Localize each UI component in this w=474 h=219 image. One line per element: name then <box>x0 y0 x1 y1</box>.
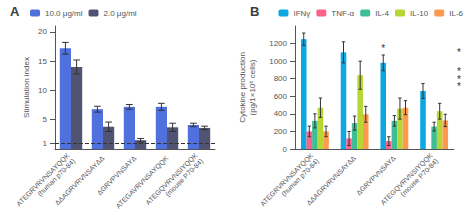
svg-text:(human p70-84): (human p70-84) <box>36 157 77 198</box>
svg-text:A: A <box>10 4 20 19</box>
svg-text:20: 20 <box>38 27 47 36</box>
svg-text:B: B <box>250 4 259 19</box>
svg-text:ΔΔAGRVRVNSAYΔΔ: ΔΔAGRVRVNSAYΔΔ <box>54 154 106 206</box>
svg-text:ATEGRVRVNSAYQQK: ATEGRVRVNSAYQQK <box>258 151 315 208</box>
svg-text:ATEGAVRVNSAYQQK: ATEGAVRVNSAYQQK <box>114 154 170 210</box>
svg-text:ATEGRVRVNSAYQQK: ATEGRVRVNSAYQQK <box>15 151 71 208</box>
svg-text:IFNγ: IFNγ <box>293 9 310 18</box>
svg-text:15: 15 <box>38 57 47 66</box>
svg-text:600: 600 <box>274 92 288 101</box>
svg-text:ΔGRVPVNSAYΔ: ΔGRVPVNSAYΔ <box>95 154 138 197</box>
svg-text:ATEGQVRVNSIYQQK: ATEGQVRVNSIYQQK <box>379 151 434 206</box>
svg-text:*: * <box>457 47 461 58</box>
svg-text:800: 800 <box>274 74 288 83</box>
svg-text:TNF-α: TNF-α <box>331 9 354 18</box>
svg-text:10.0 μg/ml: 10.0 μg/ml <box>45 9 83 18</box>
svg-text:5: 5 <box>43 115 48 124</box>
svg-text:IL-10: IL-10 <box>410 9 429 18</box>
svg-text:IL-4: IL-4 <box>375 9 389 18</box>
svg-text:200: 200 <box>274 127 288 136</box>
svg-text:ΔΔAGRVRVNSAYΔΔ: ΔΔAGRVRVNSAYΔΔ <box>305 154 357 206</box>
svg-text:10: 10 <box>38 86 47 95</box>
svg-text:*: * <box>381 43 385 54</box>
svg-text:ATEGQVRVNSIYQQK: ATEGQVRVNSIYQQK <box>144 151 199 206</box>
svg-text:(mouse P70-84): (mouse P70-84) <box>164 157 205 198</box>
svg-text:ΔGRVPVNSAYΔ: ΔGRVPVNSAYΔ <box>355 154 397 197</box>
svg-text:2.0 μg/ml: 2.0 μg/ml <box>104 9 137 18</box>
svg-text:Cytokine production: Cytokine production <box>238 52 247 123</box>
svg-text:Stimulation index: Stimulation index <box>22 57 31 118</box>
svg-text:(pg/1×10⁶ cells): (pg/1×10⁶ cells) <box>248 59 257 115</box>
svg-text:(mouse P70-84): (mouse P70-84) <box>399 157 440 198</box>
svg-text:(human p70-84): (human p70-84) <box>280 157 321 198</box>
svg-text:1: 1 <box>43 139 48 148</box>
svg-text:0: 0 <box>283 145 288 154</box>
svg-text:400: 400 <box>274 109 288 118</box>
svg-text:1000: 1000 <box>269 57 287 66</box>
svg-text:1200: 1200 <box>269 39 287 48</box>
svg-text:*: * <box>457 81 461 92</box>
svg-text:IL-6: IL-6 <box>449 9 463 18</box>
